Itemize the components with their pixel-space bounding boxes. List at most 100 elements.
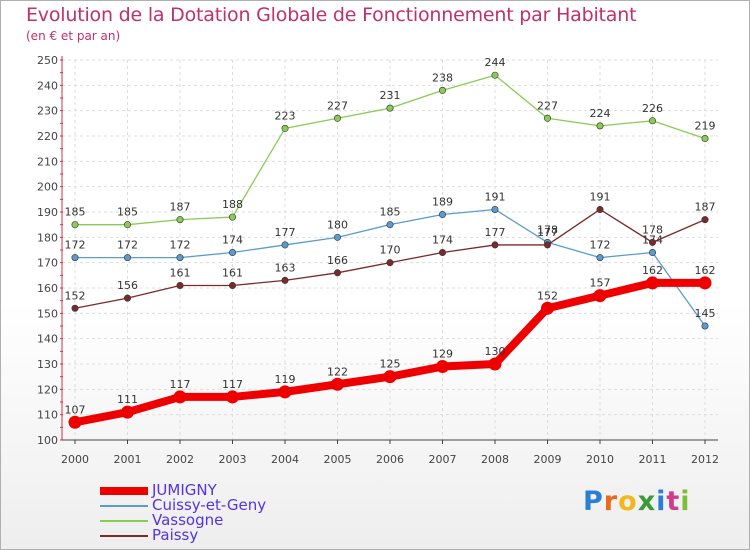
data-label: 174 bbox=[222, 234, 243, 247]
data-point bbox=[646, 276, 659, 290]
x-tick-label: 2012 bbox=[691, 453, 719, 466]
data-label: 191 bbox=[590, 190, 611, 203]
data-label: 172 bbox=[590, 239, 611, 252]
data-label: 244 bbox=[485, 56, 506, 69]
y-tick-label: 230 bbox=[37, 105, 58, 118]
data-label: 130 bbox=[485, 345, 506, 358]
data-point bbox=[543, 114, 551, 122]
chart-subtitle: (en € et par an) bbox=[26, 29, 121, 43]
x-tick-label: 2006 bbox=[376, 453, 404, 466]
x-tick-label: 2004 bbox=[271, 453, 299, 466]
logo-letter: x bbox=[637, 486, 657, 517]
data-label: 178 bbox=[537, 223, 558, 236]
logo-letter: i bbox=[680, 486, 691, 517]
data-label: 224 bbox=[590, 107, 611, 120]
x-tick-label: 2010 bbox=[586, 453, 614, 466]
data-label: 178 bbox=[642, 223, 663, 236]
x-tick-label: 2005 bbox=[324, 453, 352, 466]
legend-swatch bbox=[100, 535, 148, 537]
legend-swatch bbox=[100, 505, 148, 507]
data-point bbox=[71, 221, 79, 229]
data-label: 185 bbox=[380, 206, 401, 219]
y-tick-label: 100 bbox=[37, 434, 58, 447]
data-label: 122 bbox=[327, 365, 348, 378]
series-line-jumigny bbox=[71, 278, 709, 427]
data-label: 223 bbox=[275, 109, 296, 122]
y-tick-label: 140 bbox=[37, 333, 58, 346]
data-label: 227 bbox=[327, 99, 348, 112]
data-label: 189 bbox=[432, 196, 453, 209]
data-label: 152 bbox=[65, 289, 86, 302]
logo-letter: o bbox=[618, 486, 638, 517]
data-label: 177 bbox=[537, 226, 558, 239]
data-label: 187 bbox=[695, 201, 716, 214]
legend-label: JUMIGNY bbox=[152, 481, 217, 499]
y-tick-label: 120 bbox=[37, 383, 58, 396]
legend-swatch bbox=[100, 487, 148, 495]
data-label: 156 bbox=[117, 279, 138, 292]
data-label: 219 bbox=[695, 120, 716, 133]
data-point bbox=[176, 281, 184, 289]
chart-title: Evolution de la Dotation Globale de Fonc… bbox=[26, 4, 637, 26]
data-label: 162 bbox=[695, 264, 716, 277]
data-label: 157 bbox=[590, 277, 611, 290]
data-point bbox=[386, 221, 394, 229]
logo-letter: i bbox=[656, 486, 667, 517]
x-tick-label: 2002 bbox=[166, 453, 194, 466]
legend-label: Paissy bbox=[152, 526, 199, 544]
data-label: 227 bbox=[537, 99, 558, 112]
data-point bbox=[281, 241, 289, 249]
data-point bbox=[173, 390, 187, 404]
data-label: 161 bbox=[222, 266, 243, 279]
data-point bbox=[543, 241, 551, 249]
y-tick-label: 210 bbox=[37, 155, 58, 168]
y-tick-label: 170 bbox=[37, 257, 58, 270]
x-tick-label: 2009 bbox=[534, 453, 562, 466]
data-label: 185 bbox=[65, 206, 86, 219]
data-label: 172 bbox=[65, 239, 86, 252]
data-point bbox=[68, 415, 82, 429]
data-point bbox=[333, 233, 341, 241]
data-point bbox=[386, 104, 394, 112]
data-point bbox=[176, 254, 184, 262]
data-point bbox=[648, 238, 656, 246]
data-point bbox=[124, 254, 132, 262]
data-point bbox=[71, 304, 79, 312]
data-point bbox=[593, 289, 607, 303]
data-point bbox=[281, 124, 289, 132]
data-label: 129 bbox=[432, 348, 453, 361]
y-tick-label: 200 bbox=[37, 181, 58, 194]
data-point bbox=[121, 405, 134, 419]
y-tick-label: 180 bbox=[37, 231, 58, 244]
y-tick-label: 250 bbox=[37, 54, 58, 67]
legend-swatch bbox=[100, 520, 148, 522]
logo-letter: P bbox=[583, 486, 604, 517]
data-point bbox=[698, 276, 712, 290]
data-point bbox=[701, 216, 709, 224]
data-label: 185 bbox=[117, 206, 138, 219]
data-label: 172 bbox=[117, 239, 138, 252]
data-label: 231 bbox=[380, 89, 401, 102]
legend-label: Cuissy-et-Geny bbox=[152, 496, 267, 514]
data-label: 180 bbox=[327, 218, 348, 231]
logo-letter: r bbox=[603, 486, 619, 517]
data-point bbox=[333, 269, 341, 277]
data-point bbox=[491, 205, 499, 213]
data-point bbox=[333, 114, 341, 122]
data-label: 166 bbox=[327, 254, 348, 267]
data-point bbox=[229, 281, 237, 289]
data-point bbox=[436, 360, 449, 374]
logo-letter: t bbox=[666, 486, 681, 517]
data-point bbox=[438, 249, 446, 257]
data-label: 145 bbox=[695, 307, 716, 320]
data-label: 188 bbox=[222, 198, 243, 211]
data-label: 174 bbox=[432, 234, 453, 247]
data-point bbox=[383, 370, 397, 384]
data-point bbox=[124, 294, 132, 302]
data-label: 163 bbox=[275, 261, 296, 274]
x-tick-label: 2008 bbox=[481, 453, 509, 466]
data-point bbox=[331, 377, 344, 391]
x-tick-label: 2007 bbox=[429, 453, 457, 466]
data-label: 152 bbox=[537, 289, 558, 302]
